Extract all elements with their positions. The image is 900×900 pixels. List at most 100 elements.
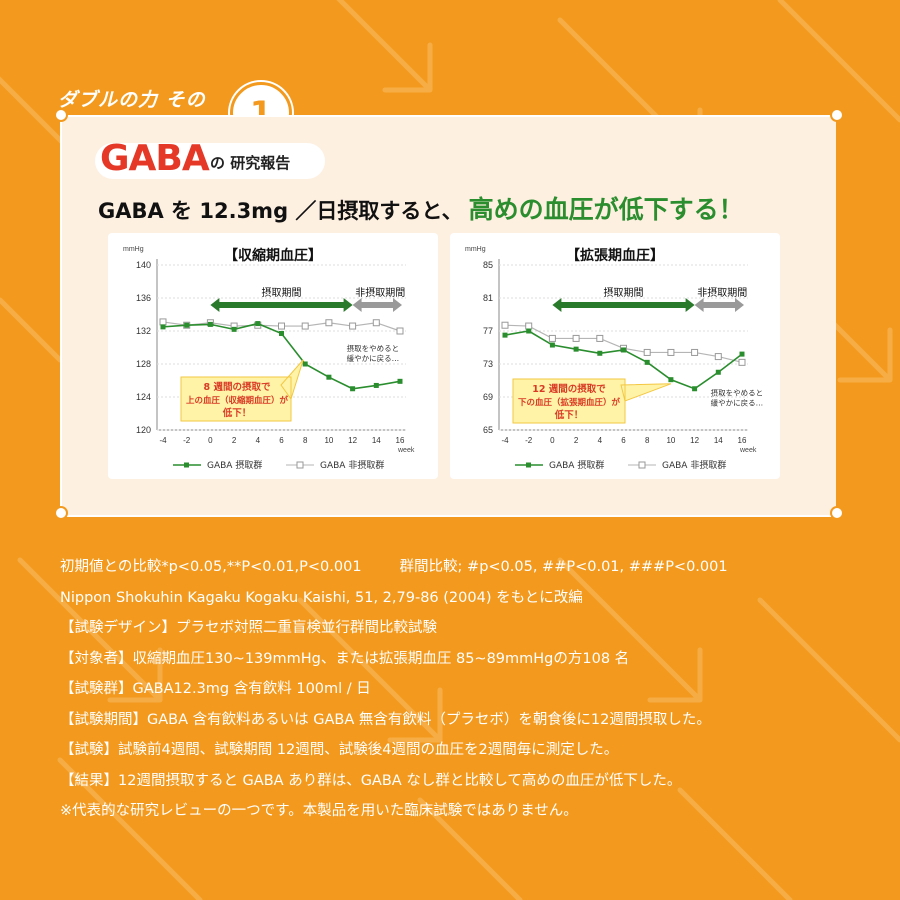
- corner-dot: [830, 108, 844, 122]
- control-data-point: [396, 327, 404, 335]
- gaba-data-point: [184, 322, 190, 328]
- control-data-point: [667, 348, 675, 356]
- y-axis-unit: mmHg: [123, 246, 144, 253]
- x-tick-label: 14: [372, 436, 381, 445]
- stop-note-line: 摂取をやめると: [711, 387, 764, 397]
- gaba-data-point: [526, 328, 532, 334]
- intake-period-arrow: [558, 302, 689, 308]
- callout-line: 低下！: [222, 407, 252, 419]
- x-tick-label: 10: [324, 436, 333, 445]
- gaba-data-point: [597, 350, 603, 356]
- groups-note: 【試験群】GABA12.3mg 含有飲料 100ml / 日: [60, 681, 371, 697]
- gaba-data-point: [739, 351, 745, 357]
- chart-title: 【収縮期血圧】: [224, 248, 322, 264]
- intake-period-arrowhead: [343, 298, 353, 312]
- gaba-data-point: [715, 369, 721, 375]
- x-tick-label: 0: [550, 436, 555, 445]
- control-data-point: [691, 348, 699, 356]
- gaba-data-point: [668, 377, 674, 383]
- callout-line: 下の血圧（拡張期血圧）が: [518, 397, 621, 408]
- gaba-data-point: [350, 386, 356, 392]
- y-tick-label: 124: [136, 392, 151, 402]
- x-tick-label: -2: [525, 436, 533, 445]
- control-data-point: [596, 334, 604, 342]
- y-tick-label: 140: [136, 260, 151, 270]
- legend-control-label: GABA 非摂取群: [320, 459, 384, 471]
- intake-period-label: 摂取期間: [604, 286, 644, 299]
- x-tick-label: 16: [738, 436, 747, 445]
- control-data-point: [738, 358, 746, 366]
- control-data-point: [572, 334, 580, 342]
- non-intake-period-arrow: [358, 302, 396, 308]
- test-note: 【試験】試験前4週間、試験期間 12週間、試験後4週間の血圧を2週間毎に測定した…: [60, 742, 619, 758]
- x-tick-label: 10: [666, 436, 675, 445]
- non-intake-period-arrow: [700, 302, 738, 308]
- x-tick-label: -2: [183, 436, 191, 445]
- headline-accent: 高めの血圧が低下する！: [468, 195, 744, 224]
- stop-note-line: 緩やかに戻る…: [347, 353, 400, 363]
- gaba-data-point: [326, 374, 332, 380]
- subjects-note: 【対象者】収縮期血圧130~139mmHg、または拡張期血圧 85~89mmHg…: [60, 650, 630, 667]
- intake-period-arrow: [216, 302, 347, 308]
- callout-line: 8 週間の摂取で: [204, 381, 271, 393]
- disclaimer-note: ※代表的な研究レビューの一つです。本製品を用いた臨床試験ではありません。: [60, 803, 578, 819]
- diastolic-chart-card: 【拡張期血圧】 mmHg week 65 69 73 77 81 85 -4 -2 0 2 4 6 8 10 1…: [450, 233, 780, 479]
- control-data-point: [278, 322, 285, 330]
- gaba-data-point: [373, 382, 379, 388]
- control-data-point: [548, 334, 556, 342]
- x-tick-label: 12: [348, 436, 357, 445]
- control-data-point: [301, 322, 309, 330]
- control-data-point: [325, 319, 333, 327]
- section-heading: ダブルの力 その: [58, 78, 206, 118]
- callout-line: 上の血圧（収縮期血圧）が: [186, 395, 289, 406]
- control-data-point: [349, 322, 357, 330]
- headline-main: GABA を 12.3mg ／日摂取すると、: [98, 199, 463, 223]
- chart-title: 【拡張期血圧】: [566, 248, 664, 264]
- callout-line: 低下！: [554, 409, 584, 421]
- legend-control-marker: [638, 461, 646, 469]
- gaba-data-point: [573, 346, 579, 352]
- corner-dot: [830, 506, 844, 520]
- gaba-data-point: [502, 332, 508, 338]
- y-axis-unit: mmHg: [465, 246, 486, 253]
- result-note: 【結果】12週間摂取すると GABA あり群は、GABA なし群と比較して高めの…: [60, 772, 682, 789]
- y-tick-label: 128: [136, 359, 151, 369]
- gaba-data-point: [207, 321, 213, 327]
- intake-period-arrowhead: [210, 298, 220, 312]
- non-intake-period-label: 非摂取期間: [697, 286, 747, 299]
- control-data-point: [525, 322, 533, 330]
- y-tick-label: 132: [136, 326, 151, 336]
- y-tick-label: 69: [483, 392, 493, 402]
- x-axis-unit: week: [397, 447, 415, 454]
- systolic-chart-card: 【収縮期血圧】 mmHg week 120 124 128 132 136 140 -4 -2 0 2…: [108, 233, 438, 479]
- corner-dot: [54, 506, 68, 520]
- x-tick-label: -4: [159, 436, 167, 445]
- gaba-data-point: [397, 378, 403, 384]
- report-subtitle: の 研究報告: [210, 154, 291, 172]
- y-tick-label: 65: [483, 425, 493, 435]
- gaba-data-point: [621, 347, 626, 353]
- control-data-point: [159, 318, 167, 326]
- significance-line: 初期値との比較*p<0.05,**P<0.01,P<0.001 群間比較; #p<…: [60, 552, 870, 583]
- y-tick-label: 81: [483, 293, 493, 303]
- significance-groups: 群間比較; #p<0.05, ##P<0.01, ###P<0.001: [399, 559, 728, 575]
- x-tick-label: 12: [690, 436, 699, 445]
- x-tick-label: 8: [645, 436, 650, 445]
- control-data-point: [714, 353, 722, 361]
- corner-dot: [54, 108, 68, 122]
- x-axis-unit: week: [739, 447, 757, 454]
- x-tick-label: 6: [279, 436, 284, 445]
- diastolic-chart: mmHg week 65 69 73 77 81 85 -4 -2 0 2 4 6 8 10 12 14 16 摂取期…: [465, 246, 764, 471]
- x-tick-label: 8: [303, 436, 308, 445]
- non-intake-period-label: 非摂取期間: [355, 286, 405, 299]
- heading-label: ダブルの力 その: [58, 88, 206, 111]
- gaba-data-point: [255, 321, 261, 327]
- gaba-logo: GABA: [100, 138, 210, 179]
- period-note: 【試験期間】GABA 含有飲料あるいは GABA 無含有飲料（プラセボ）を朝食後…: [60, 711, 711, 728]
- legend-gaba-label: GABA 摂取群: [549, 459, 604, 471]
- significance-initial: 初期値との比較*p<0.05,**P<0.01,P<0.001: [60, 559, 362, 575]
- y-tick-label: 136: [136, 293, 151, 303]
- gaba-data-point: [302, 361, 308, 367]
- non-intake-period-arrowhead: [393, 298, 402, 312]
